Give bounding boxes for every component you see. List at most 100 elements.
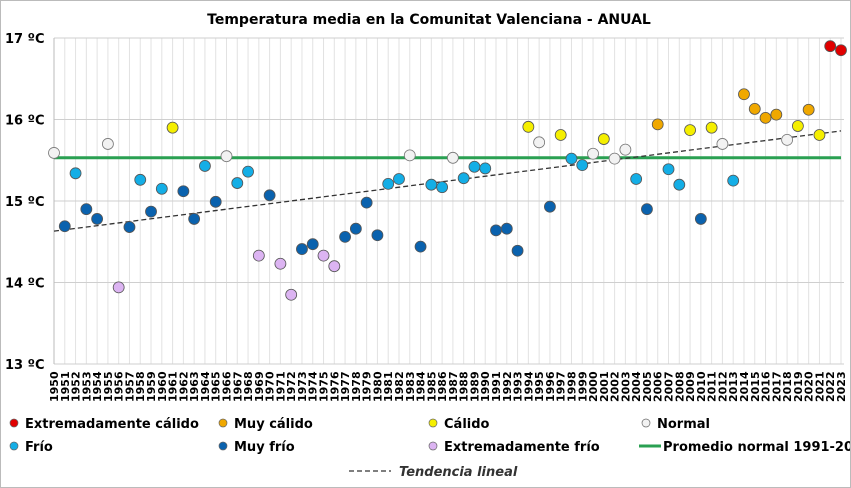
data-point-2011	[705, 121, 718, 134]
data-point-1986	[436, 181, 449, 194]
legend-label-calido: Cálido	[444, 417, 490, 432]
x-tick-label: 2006	[652, 371, 665, 402]
x-tick-label: 1968	[242, 371, 255, 402]
data-point-1980	[371, 229, 384, 242]
x-tick-label: 2014	[738, 371, 751, 402]
data-point-1994	[522, 120, 535, 133]
x-tick-label: 1954	[91, 371, 104, 402]
x-tick-label: 2002	[609, 371, 622, 402]
data-point-1960	[155, 182, 168, 195]
x-tick-label: 1991	[490, 371, 503, 402]
y-tick-label: 15 ºC	[5, 195, 45, 210]
data-point-1982	[393, 173, 405, 185]
x-tick-label: 1998	[565, 371, 578, 402]
x-tick-label: 2008	[673, 371, 686, 402]
legend-marker-muycalido	[218, 418, 228, 428]
data-point-2001	[597, 133, 610, 145]
x-tick-label: 2000	[587, 371, 600, 402]
x-tick-label: 1997	[555, 371, 568, 402]
data-point-1979	[360, 196, 373, 209]
legend-label-trend: Tendencia lineal	[399, 465, 518, 480]
data-point-2000	[587, 147, 599, 160]
data-point-1996	[544, 200, 556, 213]
x-tick-label: 1986	[436, 371, 449, 402]
data-point-1967	[231, 177, 244, 189]
data-point-1978	[349, 222, 362, 235]
data-point-1977	[339, 230, 351, 243]
data-point-2023	[835, 44, 847, 57]
data-point-1974	[306, 238, 319, 251]
x-tick-label: 2003	[619, 371, 632, 402]
y-tick-label: 14 ºC	[5, 277, 45, 292]
x-tick-label: 1974	[307, 371, 320, 402]
data-point-1983	[403, 149, 416, 162]
x-tick-label: 1960	[156, 371, 169, 402]
legend-marker-normal	[641, 418, 651, 428]
x-tick-label: 1996	[544, 371, 557, 402]
data-point-1969	[252, 249, 265, 262]
data-point-1955	[102, 138, 114, 150]
x-tick-label: 1972	[285, 371, 298, 402]
x-tick-label: 2022	[824, 371, 837, 402]
legend-label-average: Promedio normal 1991-2020	[663, 440, 850, 455]
x-tick-label: 1989	[468, 371, 481, 402]
data-point-1973	[296, 243, 308, 255]
data-point-1950	[48, 147, 60, 159]
data-point-2022	[824, 40, 837, 53]
x-tick-label: 1992	[501, 371, 514, 402]
data-point-1992	[500, 222, 513, 235]
data-point-1964	[199, 160, 211, 172]
x-tick-label: 1955	[102, 371, 115, 402]
legend-label-frio: Frío	[25, 440, 53, 455]
x-tick-label: 1957	[123, 371, 136, 402]
legend-marker-extfrio	[428, 441, 438, 451]
data-point-2013	[727, 174, 740, 187]
data-point-1971	[274, 257, 287, 270]
x-tick-label: 1952	[70, 371, 83, 402]
x-tick-label: 1981	[382, 371, 395, 402]
trend-line	[53, 130, 842, 232]
x-tick-label: 1988	[458, 371, 471, 402]
data-point-1984	[414, 240, 427, 253]
x-tick-label: 1980	[371, 371, 384, 402]
data-point-1963	[188, 213, 201, 225]
x-tick-label: 2017	[770, 371, 783, 402]
x-tick-label: 2018	[781, 371, 794, 402]
data-point-1966	[220, 150, 233, 163]
data-point-2019	[791, 120, 804, 132]
data-point-1959	[145, 205, 157, 218]
x-tick-label: 1994	[522, 371, 535, 402]
legend-marker-frio	[9, 441, 19, 451]
data-point-2015	[748, 103, 761, 115]
data-point-1987	[446, 151, 459, 164]
legend-label-muycalido: Muy cálido	[234, 417, 313, 432]
x-tick-label: 1970	[264, 371, 277, 402]
x-tick-label: 1962	[177, 371, 190, 402]
x-tick-label: 1993	[512, 371, 525, 402]
y-tick-label: 13 ºC	[5, 358, 45, 373]
x-tick-label: 1983	[404, 371, 417, 402]
legend-label-normal: Normal	[657, 417, 710, 432]
x-tick-label: 2020	[803, 371, 816, 402]
y-tick-label: 17 ºC	[5, 32, 45, 47]
legend-label-muyfrio: Muy frío	[234, 440, 295, 455]
x-tick-label: 2001	[598, 371, 611, 402]
x-tick-label: 1985	[425, 371, 438, 402]
data-point-1962	[177, 185, 190, 198]
x-tick-label: 1990	[479, 371, 492, 402]
legend-marker-extcalido	[9, 418, 19, 428]
data-point-2017	[770, 108, 783, 121]
data-point-1993	[511, 244, 524, 257]
data-point-2012	[716, 138, 729, 150]
x-tick-label: 2016	[760, 371, 773, 402]
x-tick-label: 1978	[350, 371, 363, 402]
legend-label-extcalido: Extremadamente cálido	[25, 417, 199, 432]
x-tick-label: 1956	[113, 371, 126, 402]
data-point-1952	[69, 167, 82, 180]
x-tick-label: 1999	[576, 371, 589, 402]
data-point-1976	[328, 260, 341, 273]
x-tick-label: 1984	[415, 371, 428, 402]
x-tick-label: 2005	[641, 371, 654, 402]
data-point-1990	[479, 162, 492, 175]
